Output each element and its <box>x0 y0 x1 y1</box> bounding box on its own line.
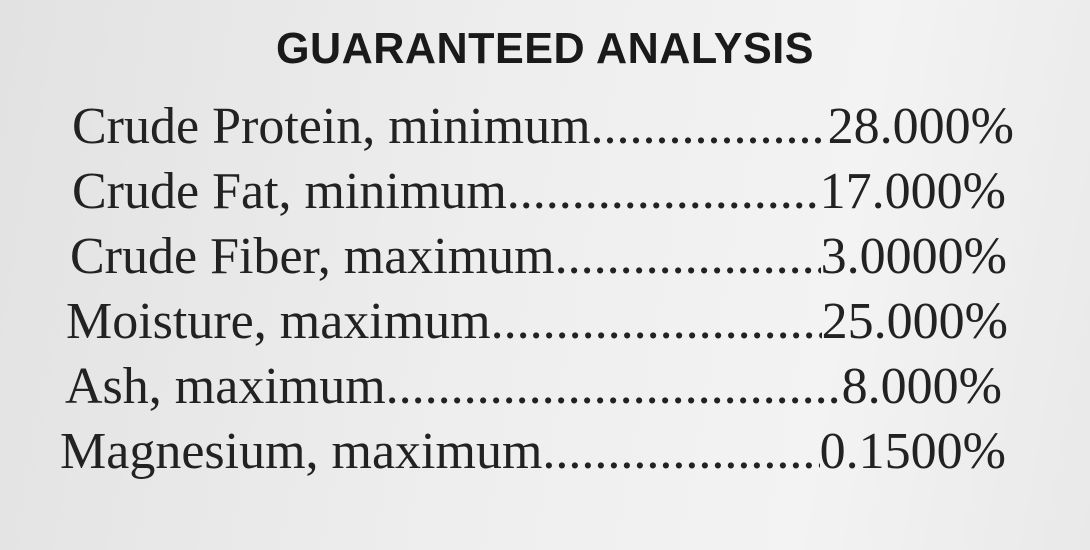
analysis-row-crude-fat: Crude Fat, minimum 17.000% <box>72 162 1006 222</box>
row-label: Crude Fiber, maximum <box>70 228 555 285</box>
row-label: Crude Protein, minimum <box>72 98 591 155</box>
row-label: Crude Fat, minimum <box>72 163 507 220</box>
row-value: 3.0000% <box>820 228 1007 285</box>
row-value: 0.1500% <box>819 423 1006 480</box>
analysis-row-magnesium: Magnesium, maximum 0.1500% <box>60 422 1006 482</box>
analysis-title: GUARANTEED ANALYSIS <box>275 24 814 73</box>
row-value: 28.000% <box>827 98 1014 155</box>
row-label: Ash, maximum <box>65 358 386 415</box>
dot-leader <box>555 227 821 287</box>
dot-leader <box>591 97 828 157</box>
row-value: 17.000% <box>819 163 1006 220</box>
row-value: 8.000% <box>841 358 1002 415</box>
analysis-row-moisture: Moisture, maximum 25.000% <box>66 292 1008 352</box>
analysis-row-crude-protein: Crude Protein, minimum 28.000% <box>72 97 1014 157</box>
dot-leader <box>386 357 842 417</box>
analysis-row-crude-fiber: Crude Fiber, maximum 3.0000% <box>70 227 1007 287</box>
analysis-row-ash: Ash, maximum 8.000% <box>65 357 1002 417</box>
row-label: Moisture, maximum <box>66 293 491 350</box>
row-value: 25.000% <box>821 293 1008 350</box>
dot-leader <box>507 162 820 222</box>
row-label: Magnesium, maximum <box>60 423 543 480</box>
dot-leader <box>491 292 822 352</box>
dot-leader <box>542 422 819 482</box>
